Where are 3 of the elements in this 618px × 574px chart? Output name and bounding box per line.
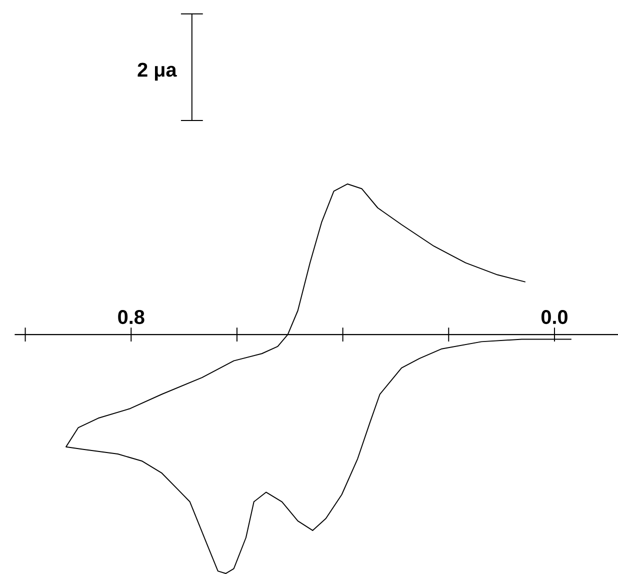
text: 2 μa bbox=[138, 62, 177, 80]
x-tick-label: 0.8 bbox=[118, 310, 144, 324]
x-tick-label: 0.0 bbox=[541, 310, 568, 324]
